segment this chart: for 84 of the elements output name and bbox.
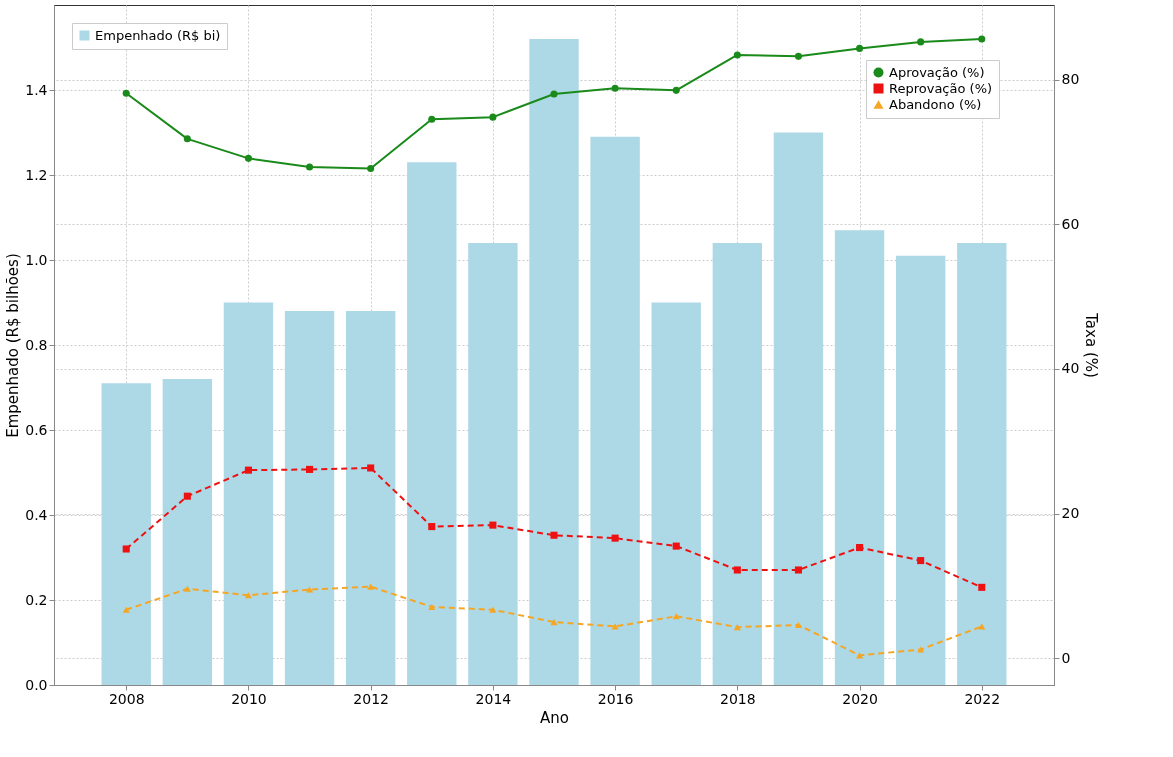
point bbox=[794, 621, 802, 629]
x-tick-label: 2020 bbox=[842, 690, 878, 707]
bar bbox=[529, 39, 579, 685]
bar bbox=[590, 136, 640, 685]
point bbox=[733, 566, 741, 574]
point bbox=[428, 603, 436, 610]
point bbox=[611, 84, 619, 92]
point bbox=[733, 624, 741, 631]
y-tick-label: 0.8 bbox=[25, 336, 48, 353]
bar bbox=[345, 311, 396, 685]
y-tick-label: 0.4 bbox=[25, 506, 48, 523]
point bbox=[306, 465, 314, 473]
point bbox=[489, 521, 497, 529]
bar bbox=[284, 311, 335, 685]
y-tick-label: 1.0 bbox=[25, 251, 48, 268]
x-tick-label: 2008 bbox=[108, 690, 145, 707]
point bbox=[917, 557, 925, 565]
point bbox=[122, 89, 130, 97]
y-tick-label: 1.2 bbox=[25, 166, 48, 183]
x-tick-label: 2016 bbox=[597, 690, 634, 707]
point bbox=[672, 86, 680, 94]
point bbox=[672, 542, 680, 550]
point bbox=[183, 585, 191, 592]
point bbox=[856, 544, 864, 552]
x-tick-label: 2012 bbox=[353, 690, 389, 707]
bar bbox=[957, 243, 1007, 685]
bar bbox=[773, 132, 824, 685]
point bbox=[550, 90, 558, 98]
x-tick-label: 2010 bbox=[231, 690, 267, 707]
x-axis-title: Ano bbox=[540, 708, 569, 727]
point bbox=[733, 51, 741, 59]
point bbox=[367, 464, 375, 472]
bar bbox=[712, 243, 763, 685]
y-tick-label: 0.2 bbox=[25, 591, 48, 608]
point bbox=[244, 466, 252, 474]
legend-label: Empenhado (R$ bi) bbox=[95, 27, 221, 43]
point bbox=[550, 531, 558, 539]
point bbox=[856, 44, 864, 52]
point bbox=[428, 115, 436, 123]
legend-label: Aprovação (%) bbox=[889, 64, 985, 80]
point bbox=[183, 135, 191, 143]
x-tick-label: 2014 bbox=[475, 690, 512, 707]
point bbox=[917, 646, 925, 653]
y2-tick-label: 40 bbox=[1061, 360, 1080, 377]
point bbox=[183, 492, 191, 500]
y2-tick-label: 80 bbox=[1061, 71, 1080, 88]
point bbox=[489, 113, 497, 121]
y-tick-label: 1.4 bbox=[25, 81, 48, 98]
y2-tick-label: 0 bbox=[1061, 649, 1071, 666]
point bbox=[306, 163, 314, 171]
x-tick-label: 2022 bbox=[964, 690, 1001, 707]
point bbox=[672, 613, 680, 620]
legend-label: Abandono (%) bbox=[889, 96, 982, 112]
y2-tick-label: 20 bbox=[1061, 505, 1080, 522]
point bbox=[794, 566, 802, 574]
point bbox=[489, 606, 497, 613]
bar bbox=[834, 230, 885, 685]
bar bbox=[101, 383, 151, 685]
point bbox=[244, 154, 252, 162]
y2-tick-label: 60 bbox=[1061, 215, 1080, 232]
point bbox=[122, 545, 130, 553]
bar bbox=[468, 243, 518, 685]
bar bbox=[162, 379, 213, 685]
bar bbox=[407, 162, 457, 685]
point bbox=[917, 38, 925, 46]
point bbox=[978, 583, 986, 591]
bar bbox=[651, 302, 701, 685]
bar bbox=[895, 255, 946, 685]
legend-label: Reprovação (%) bbox=[889, 80, 993, 96]
y2-axis-title: Taxa (%) bbox=[1082, 312, 1101, 378]
point bbox=[428, 523, 436, 531]
point bbox=[978, 35, 986, 43]
point bbox=[122, 606, 130, 613]
point bbox=[367, 164, 375, 173]
y-axis-title: Empenhado (R$ bilhões) bbox=[4, 253, 23, 438]
point bbox=[550, 619, 558, 626]
y-tick-label: 0.0 bbox=[25, 676, 48, 693]
x-tick-label: 2018 bbox=[720, 690, 756, 707]
point bbox=[367, 583, 375, 590]
y-tick-label: 0.6 bbox=[25, 421, 48, 438]
point bbox=[794, 52, 802, 60]
point bbox=[611, 534, 619, 542]
point bbox=[306, 586, 314, 593]
bar bbox=[223, 302, 274, 685]
